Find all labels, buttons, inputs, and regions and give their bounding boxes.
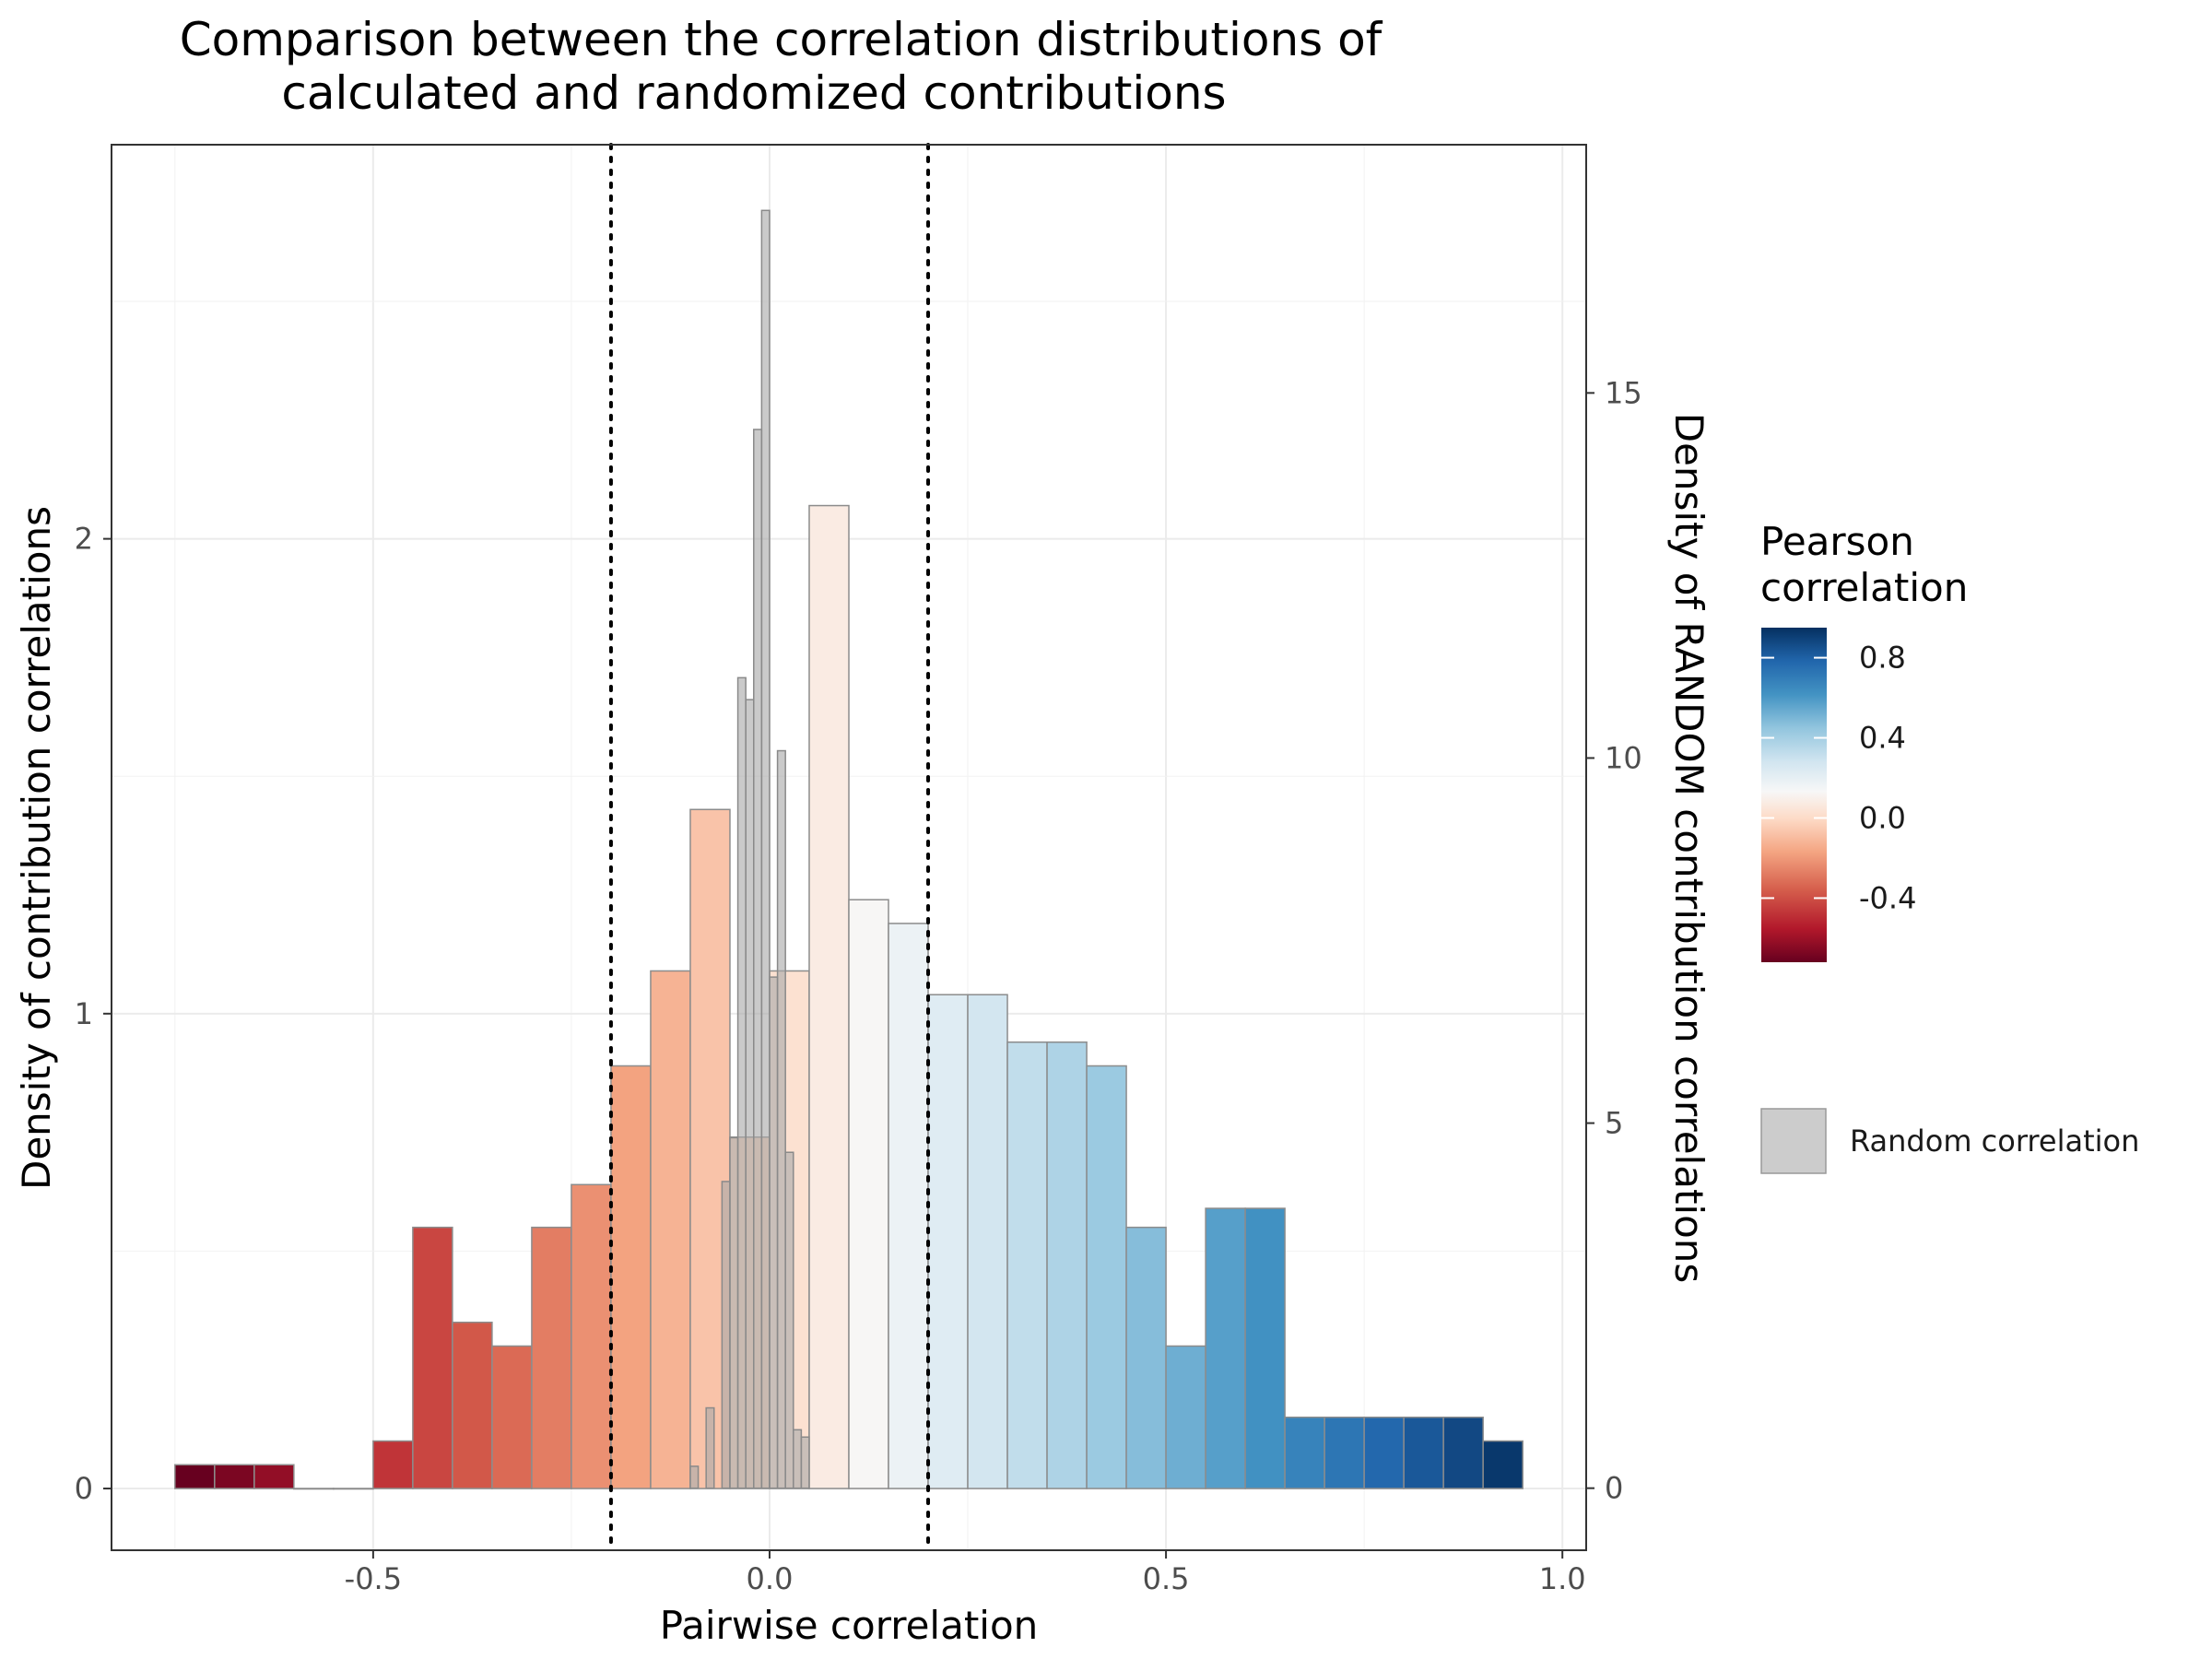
x-tick-label: 0.5 xyxy=(1143,1561,1190,1596)
pearson-bar xyxy=(372,1440,414,1489)
random-bar xyxy=(776,749,786,1489)
random-bar xyxy=(784,1151,794,1489)
legend: Pearson correlation 0.8 0.4 0.0 -0.4 Random… xyxy=(1760,519,2139,1174)
panel-border xyxy=(111,144,1587,1551)
chart-title-line-1: Comparison between the correlation distr… xyxy=(180,13,1383,66)
pearson-bar xyxy=(1244,1207,1286,1489)
colorbar-tick-label: 0.8 xyxy=(1859,641,1906,676)
pearson-bar xyxy=(1205,1207,1246,1489)
random-legend-label: Random correlation xyxy=(1850,1124,2139,1159)
y-right-tick-label: 10 xyxy=(1605,740,1642,775)
pearson-bar xyxy=(1284,1416,1325,1489)
pearson-bar xyxy=(1046,1041,1088,1489)
x-axis-title: Pairwise correlation xyxy=(660,1603,1039,1648)
random-bar xyxy=(793,1429,803,1489)
pearson-bar xyxy=(1086,1065,1127,1489)
pearson-bar xyxy=(491,1345,533,1489)
axis-layer: -0.5 0.0 0.5 1.0 0 1 2 0 5 10 15 xyxy=(75,375,1642,1596)
random-bars xyxy=(689,209,810,1489)
random-bar xyxy=(760,209,771,1489)
pearson-bar xyxy=(1403,1416,1444,1489)
x-tick-label: 1.0 xyxy=(1539,1561,1586,1596)
x-tick-label: -0.5 xyxy=(345,1561,402,1596)
colorbar-tick-label: 0.0 xyxy=(1859,800,1906,835)
pearson-bar xyxy=(1006,1041,1048,1489)
random-bar xyxy=(745,699,755,1489)
pearson-bar xyxy=(927,994,969,1489)
pearson-bar xyxy=(1324,1416,1365,1489)
pearson-bar xyxy=(1363,1416,1405,1489)
random-bar xyxy=(769,976,779,1489)
pearson-bar xyxy=(888,923,929,1489)
pearson-bar xyxy=(967,994,1008,1489)
colorbar xyxy=(1761,628,1827,962)
random-bar xyxy=(736,677,747,1489)
y-axis-title-right: Density of RANDOM contribution correlati… xyxy=(1666,413,1712,1284)
random-bar xyxy=(729,1136,739,1489)
pearson-bar xyxy=(452,1321,493,1489)
colorbar-tick-label: -0.4 xyxy=(1859,880,1916,915)
pearson-bar xyxy=(214,1464,255,1489)
y-right-tick-label: 15 xyxy=(1605,375,1642,410)
pearson-bar xyxy=(293,1488,335,1490)
legend-title-line-2: correlation xyxy=(1760,565,1968,610)
pearson-bar xyxy=(1165,1345,1206,1489)
legend-title-line-1: Pearson xyxy=(1760,519,1914,564)
random-bar xyxy=(705,1406,715,1489)
pearson-bar xyxy=(650,970,691,1489)
y-left-tick-label: 1 xyxy=(75,996,93,1031)
chart-title-line-2: calculated and randomized contributions xyxy=(281,66,1226,120)
random-bar xyxy=(689,1465,700,1489)
pearson-bar xyxy=(1442,1416,1484,1489)
x-tick-label: 0.0 xyxy=(747,1561,794,1596)
threshold-lines xyxy=(608,143,931,1552)
colorbar-tick-label: 0.4 xyxy=(1859,721,1906,756)
pearson-bar xyxy=(174,1464,216,1489)
pearson-bar xyxy=(333,1488,374,1490)
y-right-tick-label: 0 xyxy=(1605,1471,1623,1506)
random-bar xyxy=(800,1436,810,1489)
pearson-bar xyxy=(253,1464,295,1489)
pearson-bar xyxy=(412,1226,453,1489)
random-bar xyxy=(721,1181,731,1489)
pearson-bar xyxy=(808,504,850,1489)
pearson-bars xyxy=(174,504,1524,1490)
pearson-bar xyxy=(610,1065,652,1489)
y-left-tick-label: 2 xyxy=(75,522,93,557)
y-axis-title-left: Density of contribution correlations xyxy=(14,506,59,1190)
pearson-bar xyxy=(531,1226,572,1489)
y-right-tick-label: 5 xyxy=(1605,1106,1623,1141)
random-legend-key xyxy=(1760,1108,1827,1174)
random-bar xyxy=(753,429,763,1489)
pearson-bar xyxy=(571,1183,612,1489)
pearson-bar xyxy=(848,899,889,1489)
pearson-bar xyxy=(1482,1440,1524,1489)
pearson-bar xyxy=(1125,1226,1167,1489)
y-left-tick-label: 0 xyxy=(75,1471,93,1506)
colorbar-ticks: 0.8 0.4 0.0 -0.4 xyxy=(1761,641,1916,915)
